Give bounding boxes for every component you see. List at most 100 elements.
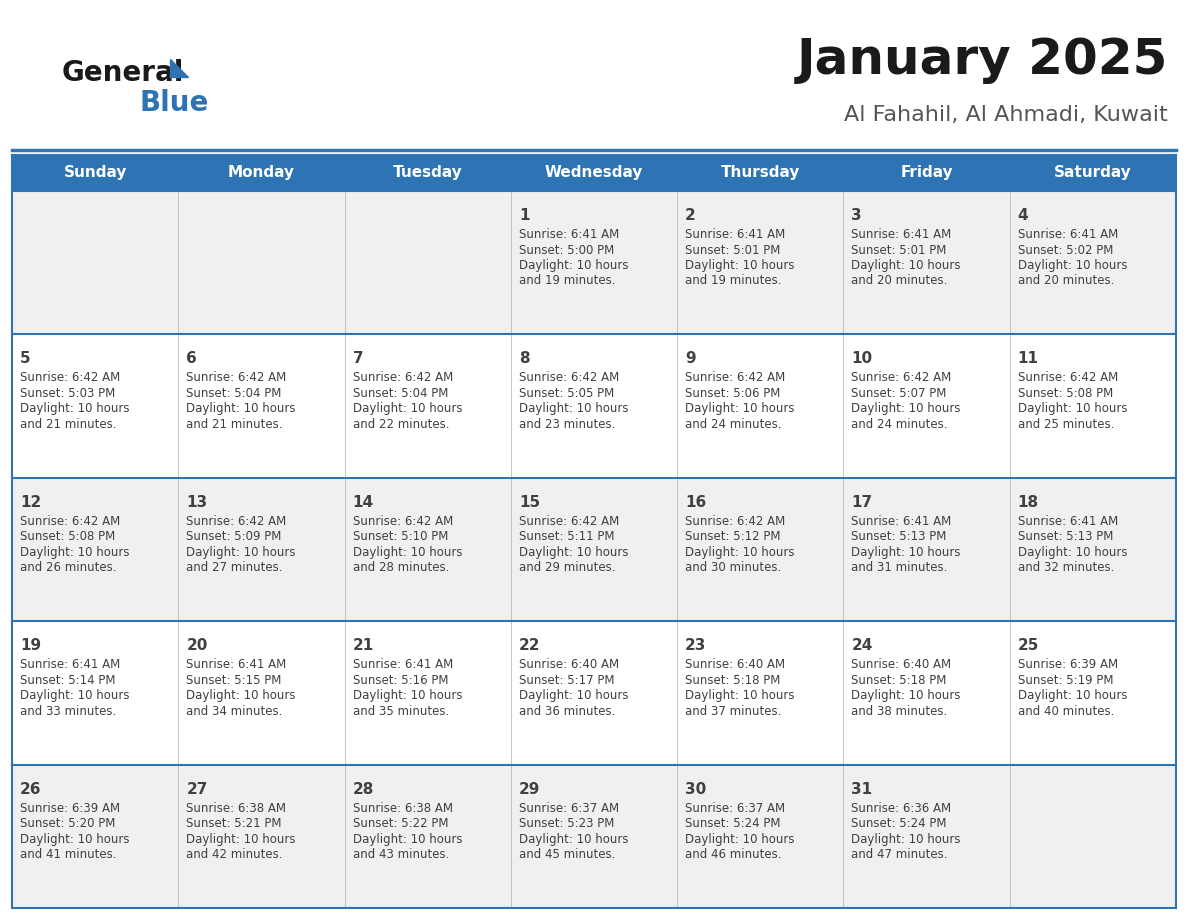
Text: Sunrise: 6:42 AM: Sunrise: 6:42 AM	[519, 515, 619, 528]
Text: Sunset: 5:01 PM: Sunset: 5:01 PM	[852, 243, 947, 256]
Text: Sunrise: 6:41 AM: Sunrise: 6:41 AM	[685, 228, 785, 241]
Text: and 23 minutes.: and 23 minutes.	[519, 418, 615, 431]
Text: Daylight: 10 hours: Daylight: 10 hours	[685, 546, 795, 559]
Bar	[12, 334, 1176, 477]
Text: 19: 19	[20, 638, 42, 654]
Text: 29: 29	[519, 781, 541, 797]
Text: and 45 minutes.: and 45 minutes.	[519, 848, 615, 861]
Text: Sunset: 5:19 PM: Sunset: 5:19 PM	[1018, 674, 1113, 687]
Text: Daylight: 10 hours: Daylight: 10 hours	[20, 546, 129, 559]
Text: 18: 18	[1018, 495, 1038, 509]
Text: Sunset: 5:24 PM: Sunset: 5:24 PM	[685, 817, 781, 830]
Text: and 22 minutes.: and 22 minutes.	[353, 418, 449, 431]
Text: Sunrise: 6:37 AM: Sunrise: 6:37 AM	[685, 801, 785, 814]
Text: Sunrise: 6:42 AM: Sunrise: 6:42 AM	[353, 372, 453, 385]
Text: 27: 27	[187, 781, 208, 797]
Text: Sunset: 5:20 PM: Sunset: 5:20 PM	[20, 817, 115, 830]
Text: 12: 12	[20, 495, 42, 509]
Text: Sunset: 5:02 PM: Sunset: 5:02 PM	[1018, 243, 1113, 256]
Text: Sunrise: 6:41 AM: Sunrise: 6:41 AM	[852, 228, 952, 241]
Text: Sunset: 5:13 PM: Sunset: 5:13 PM	[1018, 531, 1113, 543]
Text: 16: 16	[685, 495, 707, 509]
Text: and 38 minutes.: and 38 minutes.	[852, 705, 948, 718]
Text: Sunrise: 6:39 AM: Sunrise: 6:39 AM	[1018, 658, 1118, 671]
Text: Sunrise: 6:42 AM: Sunrise: 6:42 AM	[685, 515, 785, 528]
Text: Sunset: 5:06 PM: Sunset: 5:06 PM	[685, 386, 781, 400]
Text: Sunset: 5:08 PM: Sunset: 5:08 PM	[20, 531, 115, 543]
Text: and 37 minutes.: and 37 minutes.	[685, 705, 782, 718]
Text: 10: 10	[852, 352, 872, 366]
Text: Sunset: 5:21 PM: Sunset: 5:21 PM	[187, 817, 282, 830]
Text: and 41 minutes.: and 41 minutes.	[20, 848, 116, 861]
Text: Daylight: 10 hours: Daylight: 10 hours	[20, 402, 129, 416]
Text: and 21 minutes.: and 21 minutes.	[20, 418, 116, 431]
Text: and 40 minutes.: and 40 minutes.	[1018, 705, 1114, 718]
Text: Sunrise: 6:42 AM: Sunrise: 6:42 AM	[187, 515, 286, 528]
Text: Daylight: 10 hours: Daylight: 10 hours	[1018, 689, 1127, 702]
Text: Daylight: 10 hours: Daylight: 10 hours	[187, 546, 296, 559]
Text: Sunrise: 6:42 AM: Sunrise: 6:42 AM	[1018, 372, 1118, 385]
Text: and 19 minutes.: and 19 minutes.	[519, 274, 615, 287]
Bar	[12, 621, 1176, 765]
Text: Sunset: 5:10 PM: Sunset: 5:10 PM	[353, 531, 448, 543]
Text: and 19 minutes.: and 19 minutes.	[685, 274, 782, 287]
Text: Sunrise: 6:40 AM: Sunrise: 6:40 AM	[852, 658, 952, 671]
Text: Sunset: 5:01 PM: Sunset: 5:01 PM	[685, 243, 781, 256]
Text: and 27 minutes.: and 27 minutes.	[187, 561, 283, 575]
Bar	[12, 477, 1176, 621]
Text: Daylight: 10 hours: Daylight: 10 hours	[685, 402, 795, 416]
Text: Daylight: 10 hours: Daylight: 10 hours	[353, 833, 462, 845]
Text: Sunset: 5:12 PM: Sunset: 5:12 PM	[685, 531, 781, 543]
Text: Sunrise: 6:41 AM: Sunrise: 6:41 AM	[519, 228, 619, 241]
Text: Daylight: 10 hours: Daylight: 10 hours	[852, 546, 961, 559]
Text: 28: 28	[353, 781, 374, 797]
Text: Sunset: 5:14 PM: Sunset: 5:14 PM	[20, 674, 115, 687]
Text: 5: 5	[20, 352, 31, 366]
Text: Daylight: 10 hours: Daylight: 10 hours	[852, 259, 961, 272]
Text: Daylight: 10 hours: Daylight: 10 hours	[519, 259, 628, 272]
Text: and 21 minutes.: and 21 minutes.	[187, 418, 283, 431]
Text: Sunrise: 6:41 AM: Sunrise: 6:41 AM	[852, 515, 952, 528]
Bar	[12, 765, 1176, 908]
Text: and 34 minutes.: and 34 minutes.	[187, 705, 283, 718]
Text: Daylight: 10 hours: Daylight: 10 hours	[353, 402, 462, 416]
Text: Sunset: 5:15 PM: Sunset: 5:15 PM	[187, 674, 282, 687]
Text: Sunset: 5:18 PM: Sunset: 5:18 PM	[852, 674, 947, 687]
Text: Sunrise: 6:42 AM: Sunrise: 6:42 AM	[20, 372, 120, 385]
Text: Daylight: 10 hours: Daylight: 10 hours	[187, 402, 296, 416]
Text: and 43 minutes.: and 43 minutes.	[353, 848, 449, 861]
Text: Sunrise: 6:37 AM: Sunrise: 6:37 AM	[519, 801, 619, 814]
Text: and 25 minutes.: and 25 minutes.	[1018, 418, 1114, 431]
Text: and 20 minutes.: and 20 minutes.	[852, 274, 948, 287]
Text: Sunrise: 6:41 AM: Sunrise: 6:41 AM	[1018, 228, 1118, 241]
Text: 8: 8	[519, 352, 530, 366]
Text: Sunset: 5:11 PM: Sunset: 5:11 PM	[519, 531, 614, 543]
Text: Sunset: 5:04 PM: Sunset: 5:04 PM	[187, 386, 282, 400]
Text: Sunset: 5:00 PM: Sunset: 5:00 PM	[519, 243, 614, 256]
Text: Sunrise: 6:41 AM: Sunrise: 6:41 AM	[187, 658, 286, 671]
Text: Sunset: 5:18 PM: Sunset: 5:18 PM	[685, 674, 781, 687]
Text: Daylight: 10 hours: Daylight: 10 hours	[353, 689, 462, 702]
Text: Sunrise: 6:42 AM: Sunrise: 6:42 AM	[187, 372, 286, 385]
Text: 17: 17	[852, 495, 872, 509]
Text: 26: 26	[20, 781, 42, 797]
Text: and 24 minutes.: and 24 minutes.	[685, 418, 782, 431]
Text: Al Fahahil, Al Ahmadi, Kuwait: Al Fahahil, Al Ahmadi, Kuwait	[845, 105, 1168, 125]
Text: Daylight: 10 hours: Daylight: 10 hours	[1018, 402, 1127, 416]
Bar	[12, 155, 1176, 191]
Text: Monday: Monday	[228, 165, 295, 181]
Text: 15: 15	[519, 495, 541, 509]
Text: 30: 30	[685, 781, 707, 797]
Text: Wednesday: Wednesday	[545, 165, 643, 181]
Text: 22: 22	[519, 638, 541, 654]
Text: and 30 minutes.: and 30 minutes.	[685, 561, 782, 575]
Text: Sunday: Sunday	[63, 165, 127, 181]
Text: Daylight: 10 hours: Daylight: 10 hours	[852, 402, 961, 416]
Text: 13: 13	[187, 495, 208, 509]
Text: Sunrise: 6:41 AM: Sunrise: 6:41 AM	[20, 658, 120, 671]
Text: 21: 21	[353, 638, 374, 654]
Text: Sunrise: 6:36 AM: Sunrise: 6:36 AM	[852, 801, 952, 814]
Text: Daylight: 10 hours: Daylight: 10 hours	[187, 833, 296, 845]
Text: Sunset: 5:05 PM: Sunset: 5:05 PM	[519, 386, 614, 400]
Text: Daylight: 10 hours: Daylight: 10 hours	[685, 689, 795, 702]
